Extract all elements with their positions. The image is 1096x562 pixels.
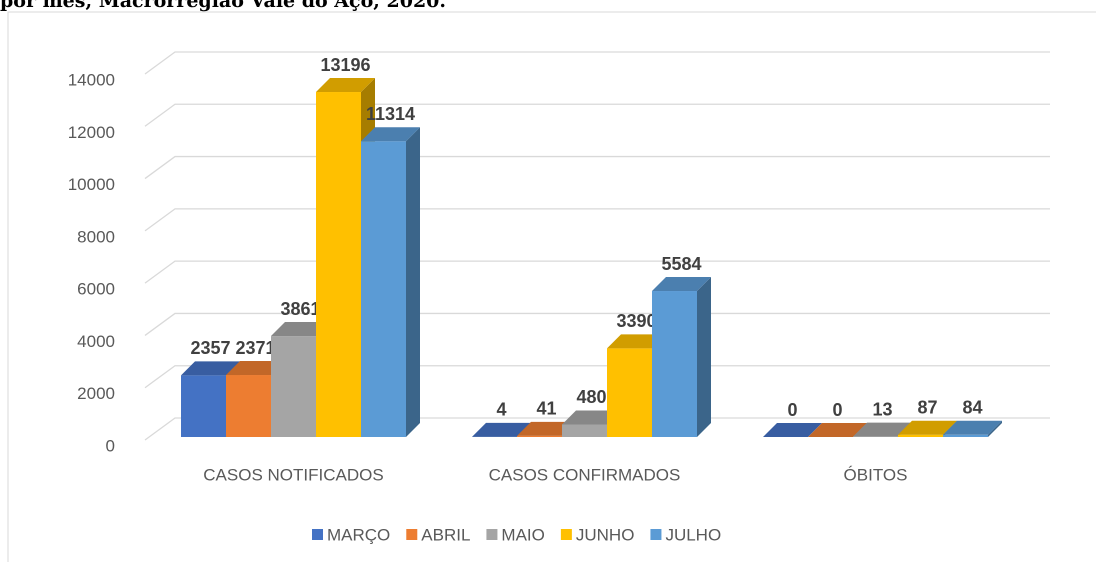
legend-swatch [312,529,323,540]
chart-title: por mês, Macrorregião Vale do Aço, 2020. [0,0,446,12]
grid-line [144,208,1050,232]
legend-swatch [486,529,498,540]
y-tick-label: 8000 [77,227,115,246]
y-tick-label: 0 [106,436,115,455]
x-tick-label: CASOS NOTIFICADOS [203,465,383,484]
bar-front [316,92,361,437]
data-label: 2371 [235,338,275,358]
legend-label: MAIO [501,525,544,544]
bar [808,423,867,437]
x-tick-label: CASOS CONFIRMADOS [489,465,681,484]
bar-side [406,127,420,437]
data-label: 84 [962,398,982,418]
grid-line [144,417,1050,441]
legend-label: ABRIL [421,525,470,544]
data-label: 41 [536,399,556,419]
data-label: 0 [832,400,842,420]
data-label: 13196 [320,55,370,75]
data-label: 480 [576,387,606,407]
data-label: 4 [496,400,506,420]
grid-line [144,260,1050,284]
bar-top [361,127,420,142]
data-label: 2357 [190,338,230,358]
grid-line [144,103,1050,127]
data-label: 11314 [366,104,415,124]
bar-front [607,348,652,437]
legend-label: JUNHO [576,525,635,544]
grid-line [144,312,1050,336]
bar-top [517,421,576,436]
bar-top [181,361,240,376]
data-label: 3390 [616,311,656,331]
legend-label: MARÇO [327,525,390,544]
data-label: 0 [787,400,797,420]
data-label: 5584 [661,254,701,274]
y-tick-label: 12000 [68,123,115,142]
bar-top [271,322,330,337]
y-tick-label: 4000 [77,332,115,351]
bar-front [226,375,271,437]
data-label: 3861 [280,299,320,319]
bar [652,277,711,437]
legend-swatch [406,529,418,540]
grid-line [144,155,1050,180]
bar-top [226,361,285,376]
grid-line [144,365,1050,389]
bar-top [652,277,711,292]
y-tick-label: 10000 [68,175,115,194]
bar-side [697,277,711,437]
bar-top [316,78,375,93]
bar-front [562,424,607,437]
y-tick-label: 6000 [77,280,115,299]
bar [763,423,822,437]
bar-top [763,423,822,437]
legend-swatch [650,529,662,540]
bar-front [181,375,226,437]
y-tick-label: 14000 [68,70,115,89]
bar-front [361,141,406,437]
bar-front [943,434,988,437]
bar-top [808,423,867,437]
bar-top [943,420,1002,435]
bar-top [898,420,957,435]
bar-top [472,422,531,437]
bar [361,127,420,437]
x-tick-label: ÓBITOS [844,465,908,484]
bar-side [988,420,1002,437]
legend-swatch [560,529,572,540]
bar-front [517,435,562,437]
bar-front [271,336,316,437]
y-tick-label: 2000 [77,384,115,403]
grid-line [144,51,1050,75]
bar-front [898,434,943,437]
bar-front [652,291,697,437]
chart-frame [7,11,1096,562]
bar-top [562,410,621,425]
legend-label: JULHO [665,525,721,544]
bar-top [607,334,666,349]
bar [943,420,1002,437]
bar-top [853,422,912,437]
data-label: 13 [872,399,892,419]
data-label: 87 [917,397,937,417]
